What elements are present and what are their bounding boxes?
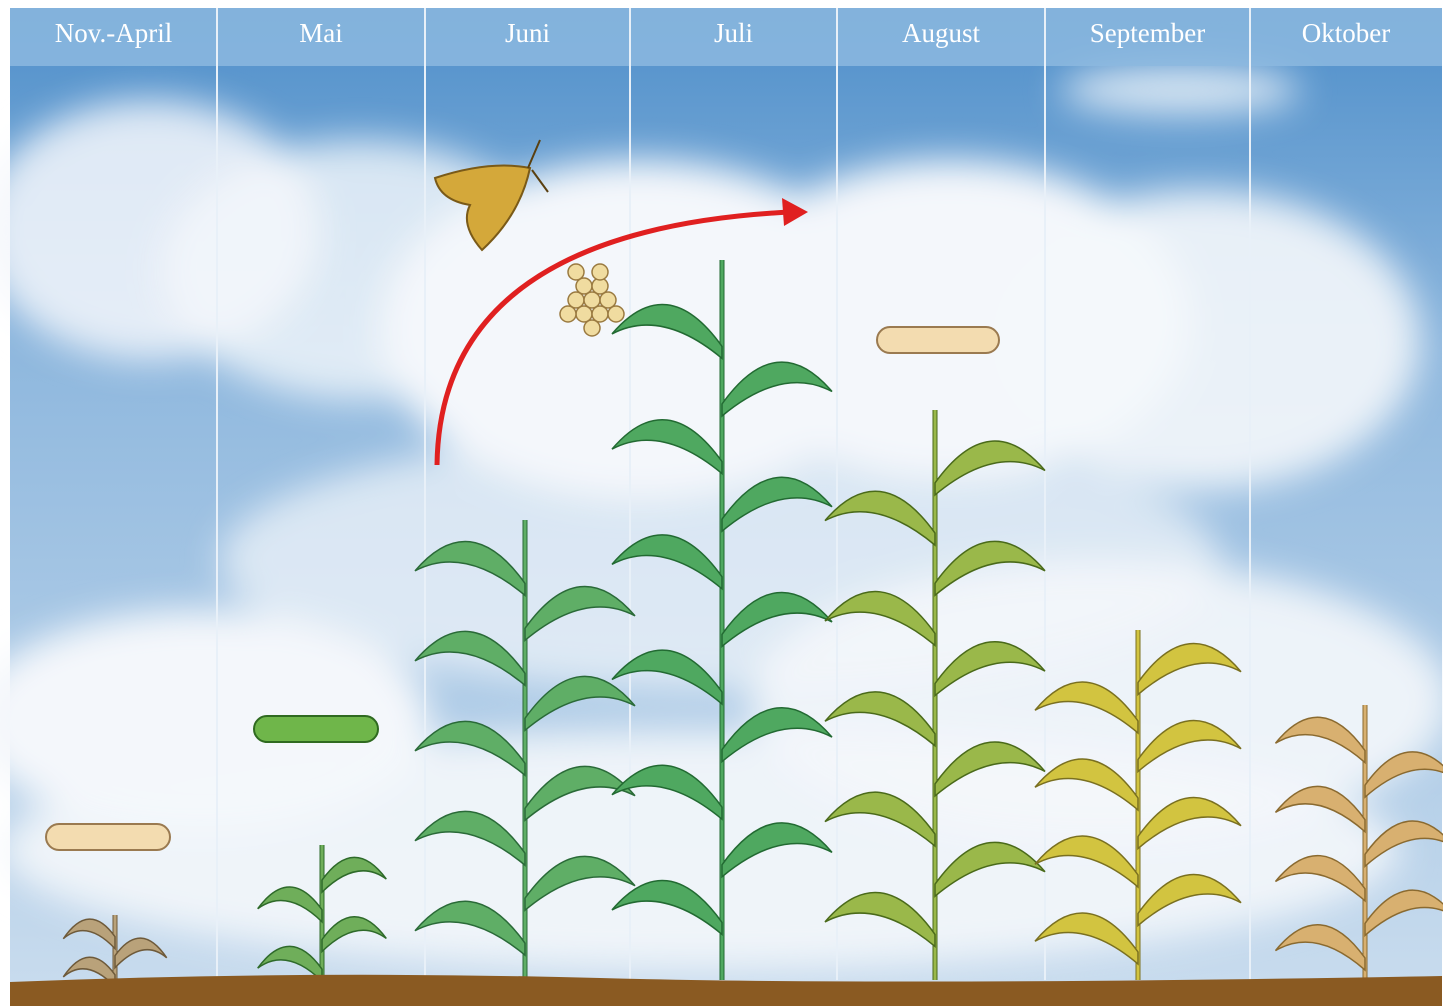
leaf <box>824 590 936 648</box>
leaf <box>611 649 723 706</box>
leaf <box>257 886 323 924</box>
leaf <box>1034 912 1139 966</box>
corn-plant <box>414 520 636 980</box>
larva <box>876 326 1000 354</box>
leaf <box>414 720 526 777</box>
month-label: Juni <box>505 18 550 48</box>
moth <box>433 164 532 252</box>
leaf <box>414 630 526 687</box>
leaf <box>824 791 936 848</box>
leaf <box>611 879 723 937</box>
month-label: Oktober <box>1302 18 1390 48</box>
leaf <box>1137 642 1242 697</box>
arrow-head <box>782 198 808 226</box>
egg <box>599 291 617 309</box>
egg <box>607 305 625 323</box>
egg <box>583 319 601 337</box>
leaf <box>1034 758 1139 812</box>
leaf <box>1274 716 1366 765</box>
header-band <box>10 8 1442 66</box>
leaf <box>62 918 116 951</box>
leaf <box>1137 796 1242 851</box>
leaf <box>721 476 833 533</box>
leaf <box>934 440 1046 497</box>
egg-cluster <box>559 263 625 337</box>
egg <box>591 263 609 281</box>
leaf <box>1137 719 1242 774</box>
leaf <box>934 841 1046 898</box>
leaf <box>1137 873 1242 928</box>
egg <box>559 305 577 323</box>
leaf <box>62 956 116 989</box>
leaf <box>824 490 936 547</box>
month-label: Mai <box>299 18 343 48</box>
moth-antenna <box>527 139 549 193</box>
larva <box>45 823 171 851</box>
corn-plant <box>1034 630 1242 980</box>
leaf <box>321 856 387 894</box>
column-dividers <box>216 8 1251 980</box>
egg <box>567 263 585 281</box>
leaf <box>524 765 636 822</box>
leaf <box>934 741 1046 798</box>
leaf <box>721 361 833 418</box>
soil <box>10 974 1442 1006</box>
arrow <box>434 209 791 466</box>
leaf <box>824 891 936 949</box>
leaf <box>257 945 323 983</box>
leaf <box>824 691 936 748</box>
leaf <box>934 640 1046 698</box>
leaf <box>611 303 723 361</box>
month-label: Juli <box>714 18 753 48</box>
leaf <box>721 591 833 649</box>
leaf <box>611 764 723 821</box>
corn-plant <box>611 260 833 980</box>
month-label: Nov.-April <box>55 18 172 48</box>
leaf <box>414 540 526 597</box>
leaf <box>114 937 168 970</box>
month-label: August <box>902 18 981 48</box>
leaf <box>611 418 723 476</box>
corn-plant <box>257 845 387 983</box>
leaf <box>1274 785 1366 834</box>
corn-plant <box>1274 705 1443 980</box>
leaf <box>934 540 1046 597</box>
corn-plant <box>62 915 168 989</box>
leaf <box>321 915 387 954</box>
leaf <box>524 585 636 642</box>
corn-plant <box>824 410 1046 980</box>
leaf <box>721 822 833 879</box>
leaf <box>721 706 833 764</box>
leaf <box>1034 835 1139 889</box>
leaf <box>414 810 526 867</box>
month-label: September <box>1090 18 1205 48</box>
leaf <box>1274 924 1366 972</box>
leaf <box>1364 820 1443 868</box>
leaf <box>1274 854 1366 903</box>
leaf <box>524 855 636 912</box>
leaf <box>524 675 636 732</box>
leaf <box>1364 889 1443 938</box>
leaf <box>414 900 526 957</box>
leaf <box>1034 681 1139 735</box>
leaf <box>611 534 723 591</box>
larva <box>253 715 379 743</box>
leaf <box>1364 751 1443 799</box>
